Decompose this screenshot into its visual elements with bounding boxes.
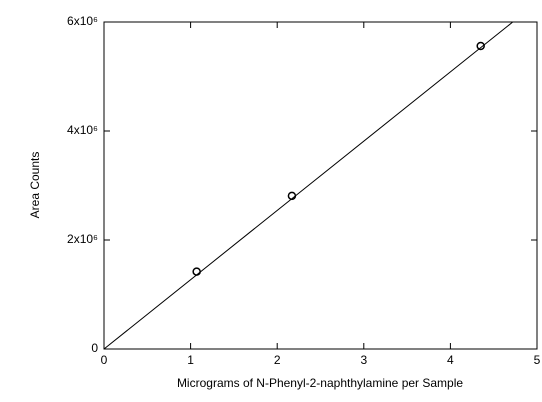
y-axis-label: Area Counts: [28, 152, 42, 219]
y-tick-label: 6x10⁶: [67, 14, 98, 28]
x-tick-label: 0: [101, 353, 108, 367]
x-tick-label: 4: [447, 353, 454, 367]
x-tick-label: 3: [360, 353, 367, 367]
y-tick-label: 2x10⁶: [67, 232, 98, 246]
x-tick-label: 2: [274, 353, 281, 367]
plot-frame: [103, 21, 538, 350]
x-tick-label: 1: [187, 353, 194, 367]
x-axis-label: Micrograms of N-Phenyl-2-naphthylamine p…: [177, 376, 463, 390]
y-tick-label: 4x10⁶: [67, 123, 98, 137]
data-point: [192, 267, 201, 276]
y-tick-label: 0: [91, 341, 98, 355]
fit-line: [103, 21, 514, 350]
x-tick-label: 5: [534, 353, 541, 367]
data-point: [476, 41, 485, 51]
